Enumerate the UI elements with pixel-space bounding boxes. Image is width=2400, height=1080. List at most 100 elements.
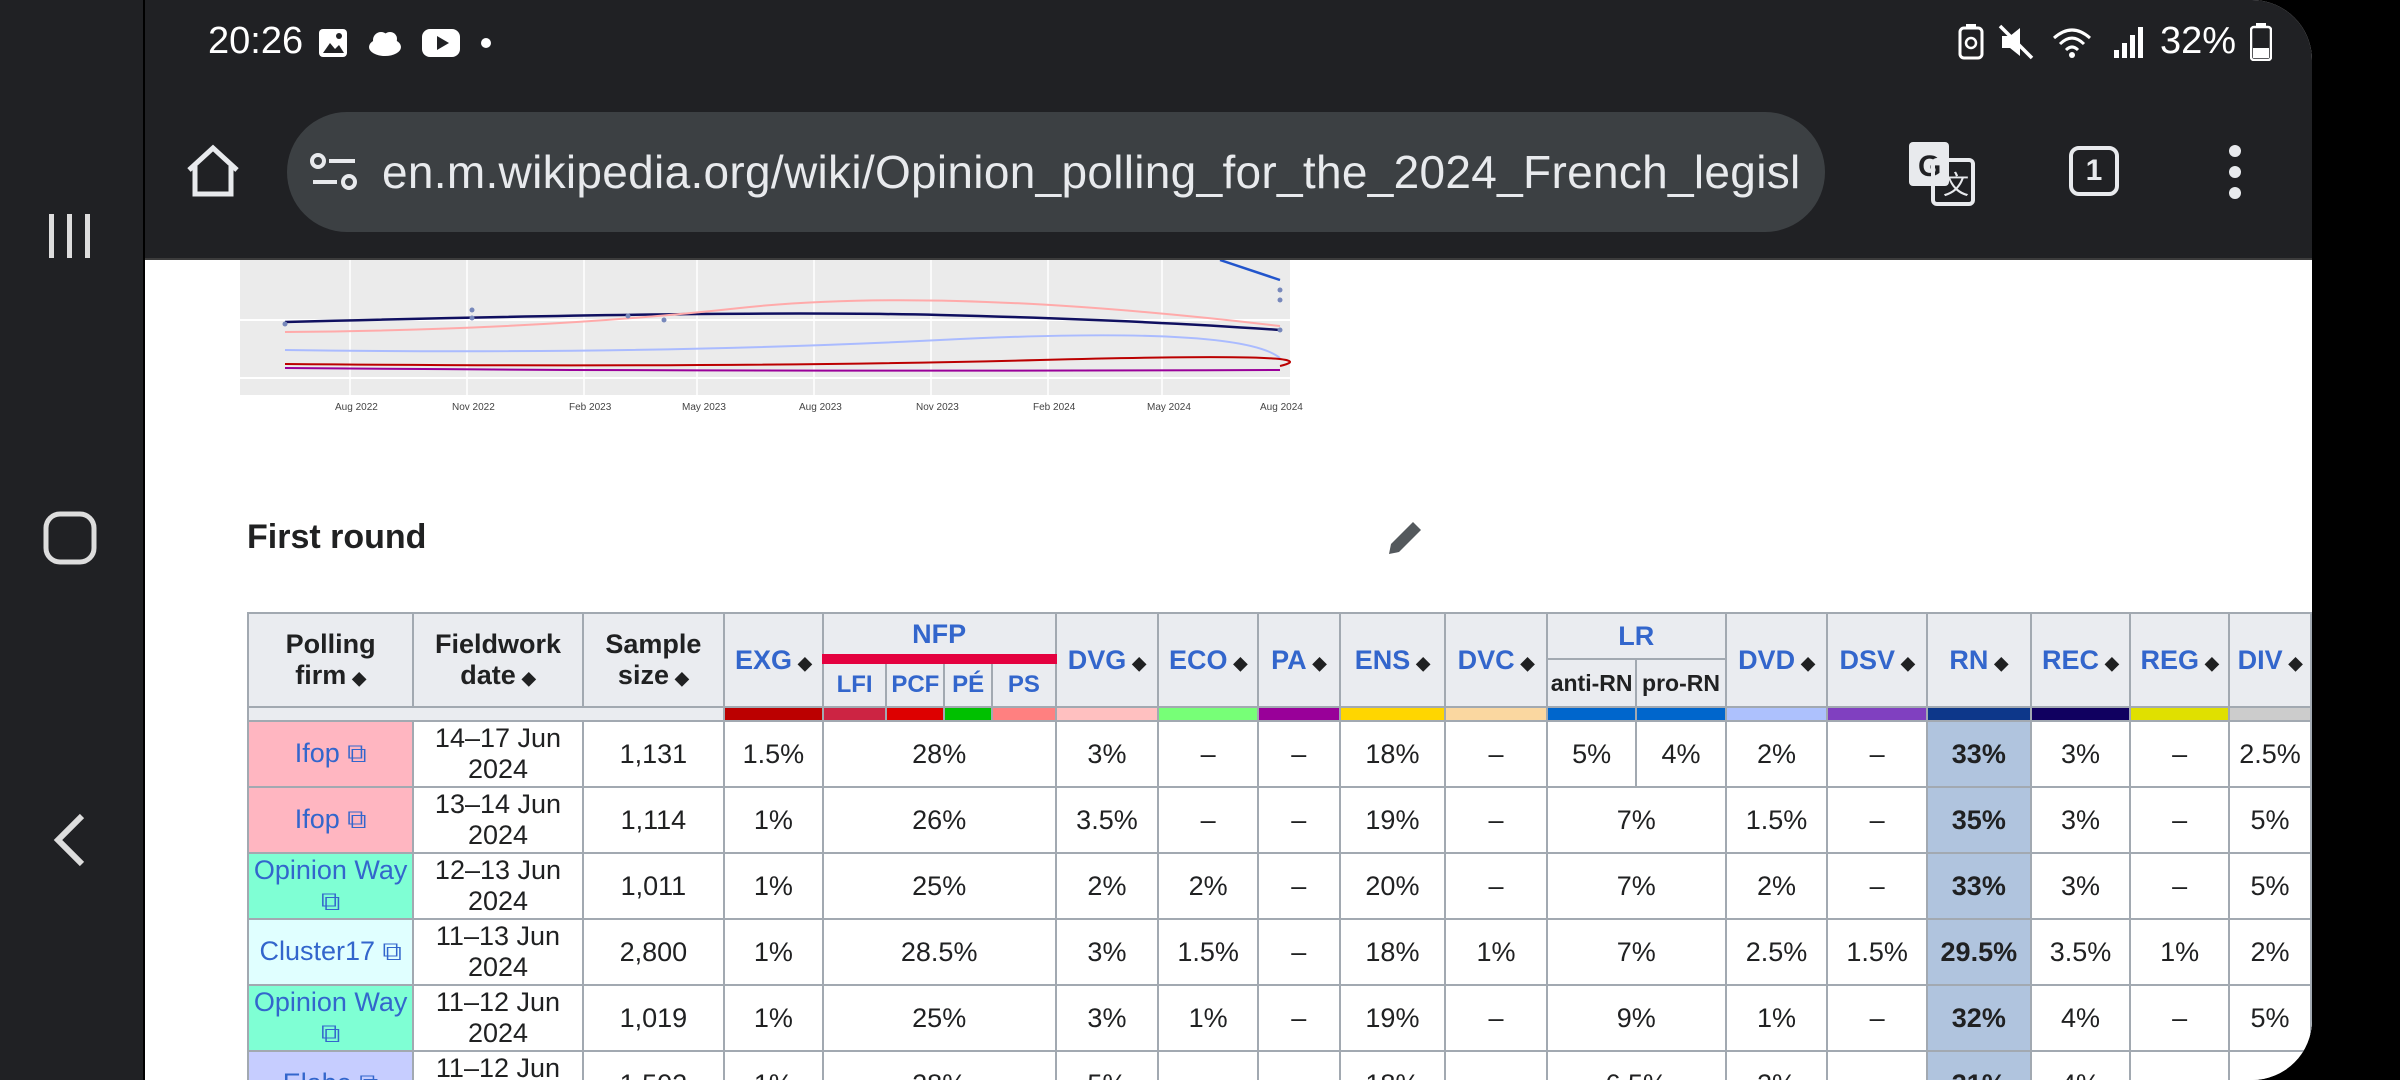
tab-switcher-button[interactable]: 1 [2069,146,2119,196]
reg-cell: 1% [2129,918,2231,986]
color-pa [1257,706,1341,722]
header-pcf[interactable]: PCF [885,658,946,708]
header-lfi[interactable]: LFI [821,658,888,708]
rec-cell: 3% [2029,720,2132,788]
nfp-cell: 26% [821,786,1057,854]
header-rec[interactable]: REC ◆ [2029,612,2132,708]
recent-apps-button[interactable] [30,196,110,276]
dvc-cell: – [1444,852,1548,920]
firm-cell[interactable]: Cluster17 ⧉ [246,918,415,986]
header-div[interactable]: DIV ◆ [2228,612,2312,708]
color-div [2228,706,2312,722]
header-dsv[interactable]: DSV ◆ [1826,612,1928,708]
x-tick: Aug 2024 [1260,402,1303,413]
address-bar[interactable]: en.m.wikipedia.org/wiki/Opinion_polling_… [287,112,1825,232]
gallery-icon [319,29,347,57]
header-rn[interactable]: RN ◆ [1926,612,2032,708]
table-row: Cluster17 ⧉ 11–13 Jun 2024 2,800 1% 28.5… [246,918,2312,986]
dvc-cell: – [1444,984,1548,1052]
header-dvg[interactable]: DVG ◆ [1054,612,1160,708]
exg-cell: 1% [723,918,824,986]
firm-cell[interactable]: Opinion Way ⧉ [246,984,415,1052]
table-row: Opinion Way ⧉ 11–12 Jun 2024 1,019 1% 25… [246,984,2312,1052]
nfp-cell: 28.5% [821,918,1057,986]
div-cell: 5% [2228,984,2312,1052]
pa-cell: – [1257,984,1341,1052]
firm-cell[interactable]: Opinion Way ⧉ [246,852,415,920]
chart-line-top [1219,260,1281,282]
color-reg [2129,706,2231,722]
dsv-cell [1826,1050,1928,1080]
lr-cell: 7% [1545,852,1727,920]
date-cell: 11–12 Jun 2024 [412,1050,584,1080]
table-row: Ifop ⧉ 13–14 Jun 2024 1,114 1% 26% 3.5% … [246,786,2312,854]
color-ps [991,706,1057,722]
eco-cell [1157,1050,1259,1080]
x-tick: May 2024 [1147,402,1191,413]
chart-plot-area [240,260,1290,395]
header-nfp[interactable]: NFP [821,612,1057,664]
translate-button[interactable]: G 文 [1907,140,1975,211]
pa-cell: – [1257,918,1341,986]
header-ens[interactable]: ENS ◆ [1338,612,1447,708]
header-exg[interactable]: EXG ◆ [723,612,824,708]
home-nav-button[interactable] [30,498,110,578]
header-eco[interactable]: ECO ◆ [1157,612,1259,708]
x-tick: Feb 2024 [1033,402,1076,413]
header-fieldwork-date[interactable]: Fieldwork date ◆ [412,612,584,708]
table-row: Ifop ⧉ 14–17 Jun 2024 1,131 1.5% 28% 3% … [246,720,2312,788]
dvc-cell [1444,1050,1548,1080]
header-pe[interactable]: PÉ [943,658,994,708]
x-tick: Nov 2023 [916,402,959,413]
header-dvd[interactable]: DVD ◆ [1724,612,1829,708]
reg-cell: – [2129,786,2231,854]
header-sample-size[interactable]: Sample size ◆ [581,612,726,708]
firm-cell[interactable]: Elabe ⧉ [246,1050,415,1080]
reg-cell: – [2129,984,2231,1052]
size-cell: 1,131 [581,720,726,788]
exg-cell: 1% [723,852,824,920]
back-chevron-icon [53,813,85,867]
header-reg[interactable]: REG ◆ [2129,612,2231,708]
party-color-bar-row [246,706,2312,722]
size-cell: 1,019 [581,984,726,1052]
header-ps[interactable]: PS [991,658,1057,708]
color-dvg [1054,706,1160,722]
external-link-icon: ⧉ [347,804,367,834]
size-cell: 1,114 [581,786,726,854]
firm-cell[interactable]: Ifop ⧉ [246,786,415,854]
pa-cell: – [1257,720,1341,788]
header-polling-firm[interactable]: Polling firm ◆ [246,612,415,708]
signal-icon [2113,26,2143,58]
nfp-cell: 25% [821,984,1057,1052]
rec-cell: 4% [2029,1050,2132,1080]
ens-cell: 19% [1338,984,1447,1052]
header-lr[interactable]: LR [1545,612,1727,660]
back-nav-button[interactable] [30,800,110,880]
pa-cell: – [1257,786,1341,854]
svg-text:文: 文 [1943,170,1969,200]
status-time: 20:26 [208,20,304,62]
ens-cell: 18% [1338,918,1447,986]
nfp-cell: 28% [821,1050,1057,1080]
pa-cell: – [1257,852,1341,920]
header-anti-rn: anti-RN [1545,658,1638,708]
chart-line-other [284,367,1281,372]
firm-cell[interactable]: Ifop ⧉ [246,720,415,788]
header-dvc[interactable]: DVC ◆ [1444,612,1548,708]
size-cell: 2,800 [581,918,726,986]
external-link-icon: ⧉ [382,936,402,966]
menu-button[interactable] [2225,144,2245,205]
exg-cell: 1.5% [723,720,824,788]
battery-saver-icon [1958,23,1984,59]
header-pa[interactable]: PA ◆ [1257,612,1341,708]
tab-count: 1 [2085,154,2103,187]
ens-cell: 18% [1338,1050,1447,1080]
url-text: en.m.wikipedia.org/wiki/Opinion_polling_… [382,146,1801,198]
site-settings-icon[interactable] [309,150,361,194]
home-button[interactable] [183,142,243,205]
home-icon [187,144,239,197]
dvg-cell: 2% [1054,852,1160,920]
edit-section-button[interactable] [1385,518,1425,563]
size-cell: 1,011 [581,852,726,920]
